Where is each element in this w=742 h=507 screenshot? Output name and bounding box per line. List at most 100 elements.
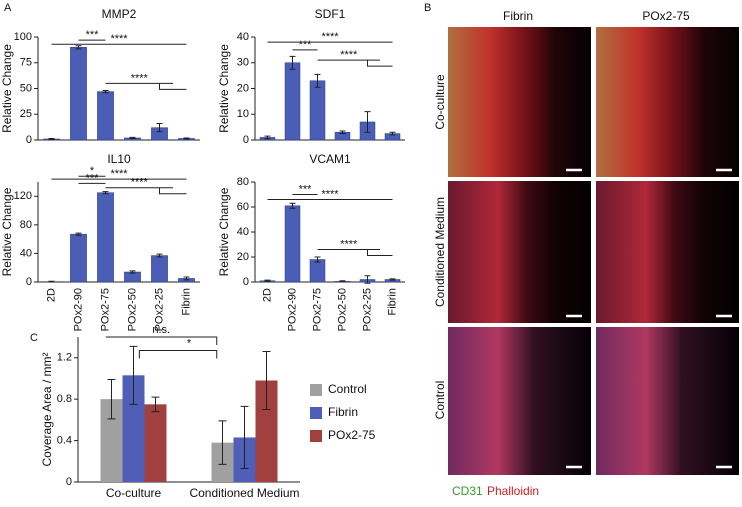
y-axis-label: Coverage Area / mm² — [40, 352, 54, 466]
error-bar — [75, 232, 82, 236]
significance-label: *** — [299, 183, 313, 195]
error-bar — [314, 73, 321, 88]
legend-label: Fibrin — [328, 405, 358, 419]
legend-swatch — [310, 384, 322, 396]
image — [448, 27, 591, 177]
image — [448, 327, 591, 475]
error-bar — [48, 280, 55, 283]
significance-label: **** — [110, 33, 128, 45]
y-axis-label: Relative Change — [217, 44, 231, 133]
bar — [97, 192, 114, 283]
bar — [97, 91, 114, 141]
bar — [255, 380, 278, 482]
y-tick-label: 40 — [237, 226, 249, 238]
chart-title: VCAM1 — [309, 152, 351, 166]
error-bar — [102, 90, 109, 94]
error-bar — [129, 136, 136, 139]
image — [448, 181, 591, 323]
y-tick-label: 0 — [66, 476, 72, 488]
error-bar — [339, 130, 346, 135]
y-tick-label: 120 — [14, 190, 32, 202]
error-bar — [129, 345, 138, 405]
y-tick-label: 30 — [237, 57, 249, 69]
x-tick-label: Fibrin — [386, 288, 398, 316]
y-tick-label: 80 — [237, 176, 249, 188]
error-bar — [129, 270, 136, 274]
significance-label: n.s. — [152, 324, 170, 336]
significance-label: **** — [340, 49, 358, 61]
x-tick-label: Conditioned Medium — [189, 486, 299, 500]
y-tick-label: 0 — [243, 276, 249, 288]
row-label: Control — [433, 381, 447, 420]
image — [596, 27, 739, 177]
error-bar — [102, 191, 109, 195]
error-bar — [364, 275, 371, 284]
y-tick-label: 0.4 — [57, 434, 72, 446]
y-tick-label: 60 — [237, 201, 249, 213]
error-bar — [314, 256, 321, 263]
error-bar — [264, 279, 271, 282]
error-bar — [364, 111, 371, 133]
panel-label: A — [4, 2, 12, 14]
x-tick-label: 2D — [261, 288, 273, 302]
x-tick-label: POx2-75 — [311, 288, 323, 331]
error-bar — [183, 276, 190, 281]
panel-label: B — [424, 2, 431, 14]
chart-title: MMP2 — [102, 7, 137, 21]
error-bar — [218, 420, 227, 465]
error-bar — [48, 137, 55, 140]
bar — [144, 404, 167, 482]
significance-bracket — [317, 249, 393, 256]
bar — [70, 47, 87, 141]
y-axis-label: Relative Change — [0, 44, 14, 133]
y-tick-label: 40 — [20, 247, 32, 259]
error-bar — [151, 396, 160, 413]
significance-label: **** — [110, 168, 128, 180]
stain-label: CD31 — [452, 484, 483, 498]
bar — [100, 399, 123, 482]
x-tick-label: Co-culture — [106, 486, 162, 500]
significance-label: *** — [86, 29, 100, 41]
stain-label: Phalloidin — [487, 484, 539, 498]
row-label: Co-culture — [433, 74, 447, 130]
bar — [309, 80, 326, 141]
y-tick-label: 0 — [26, 276, 32, 288]
bar — [70, 233, 87, 283]
bar — [309, 259, 326, 283]
significance-bracket — [105, 187, 187, 195]
x-tick-label: POx2-90 — [286, 288, 298, 331]
y-tick-label: 25 — [20, 108, 32, 120]
column-label: POx2-75 — [642, 9, 690, 23]
error-bar — [156, 123, 163, 133]
bar — [151, 255, 168, 283]
significance-label: *** — [86, 172, 100, 184]
y-tick-label: 10 — [237, 108, 249, 120]
error-bar — [75, 45, 82, 50]
y-tick-label: 20 — [237, 82, 249, 94]
x-tick-label: POx2-75 — [99, 288, 111, 331]
x-tick-label: POx2-25 — [361, 288, 373, 331]
y-tick-label: 50 — [20, 82, 32, 94]
column-label: Fibrin — [503, 9, 533, 23]
panel-label: C — [30, 332, 38, 344]
significance-label: * — [187, 337, 192, 349]
significance-bracket — [105, 336, 218, 345]
image — [596, 327, 739, 475]
bar — [284, 205, 301, 283]
y-tick-label: 80 — [20, 219, 32, 231]
significance-label: **** — [321, 188, 339, 200]
error-bar — [107, 378, 116, 420]
legend-label: Control — [328, 382, 367, 396]
y-tick-label: 0 — [243, 134, 249, 146]
y-tick-label: 20 — [237, 251, 249, 263]
y-tick-label: 100 — [14, 31, 32, 43]
significance-label: * — [90, 165, 95, 177]
significance-label: *** — [299, 39, 313, 51]
significance-bracket — [317, 59, 393, 67]
error-bar — [289, 202, 296, 209]
x-tick-label: Fibrin — [180, 288, 192, 316]
significance-label: **** — [340, 238, 358, 250]
row-label: Conditioned Medium — [433, 197, 447, 307]
